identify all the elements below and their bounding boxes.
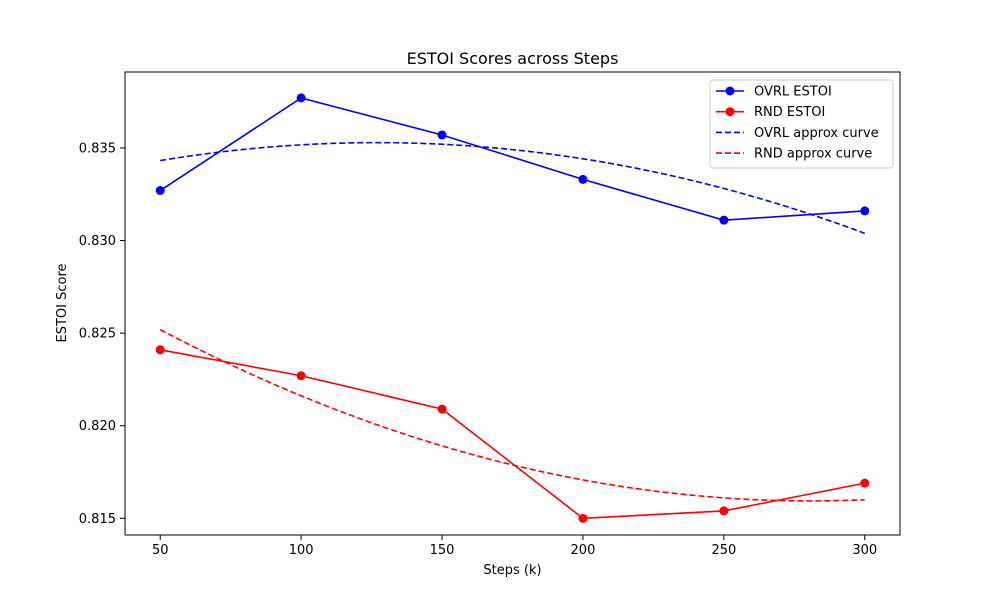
x-tick-label: 200 [571,543,596,558]
legend-label-ovrl-approx-curve: OVRL approx curve [754,126,879,141]
data-point-rnd-estoi [155,345,165,355]
data-point-rnd-estoi [437,404,447,414]
x-tick-label: 150 [430,543,455,558]
legend-label-ovrl-estoi: OVRL ESTOI [754,85,832,100]
x-tick-label: 300 [852,543,877,558]
plot-area: 50 100 150 200 250 300 0.815 0.820 0.825 0.830 0.8… [79,71,901,558]
data-point-rnd-estoi [296,371,306,381]
series-line-ovrl-estoi [159,97,865,221]
series-line-rnd-estoi [160,349,865,520]
data-point-ovrl-estoi [155,186,165,196]
legend: OVRL ESTOI RND ESTOI OVRL approx curve RND … [709,79,894,169]
series-line-ovrl-approx-curve [160,141,866,235]
legend-marker-ovrl-estoi [725,86,735,96]
x-tick-label: 250 [711,543,736,558]
data-point-ovrl-estoi [860,206,870,216]
data-point-rnd-estoi [719,506,729,516]
axes-frame [124,71,901,536]
chart-title: ESTOI Scores across Steps [407,49,619,68]
x-tick-label: 100 [289,543,314,558]
y-tick-label: 0.835 [79,141,116,156]
y-tick-label: 0.820 [79,419,116,434]
series-line-rnd-approx-curve [159,328,865,502]
legend-marker-rnd-estoi [725,107,735,117]
legend-label-rnd-approx-curve: RND approx curve [754,147,872,162]
x-axis-title: Steps (k) [483,563,541,578]
y-tick-label: 0.825 [79,327,116,342]
y-tick-label: 0.830 [79,234,116,249]
data-point-rnd-estoi [860,478,870,488]
legend-box [709,79,894,169]
y-axis-title: ESTOI Score [55,263,70,342]
x-tick-label: 50 [152,543,169,558]
data-point-ovrl-estoi [437,130,447,140]
y-tick-label: 0.815 [79,512,116,527]
data-point-rnd-estoi [578,513,588,523]
data-point-ovrl-estoi [719,215,729,225]
legend-label-rnd-estoi: RND ESTOI [754,105,825,120]
data-point-ovrl-estoi [578,174,588,184]
data-point-ovrl-estoi [296,93,306,103]
